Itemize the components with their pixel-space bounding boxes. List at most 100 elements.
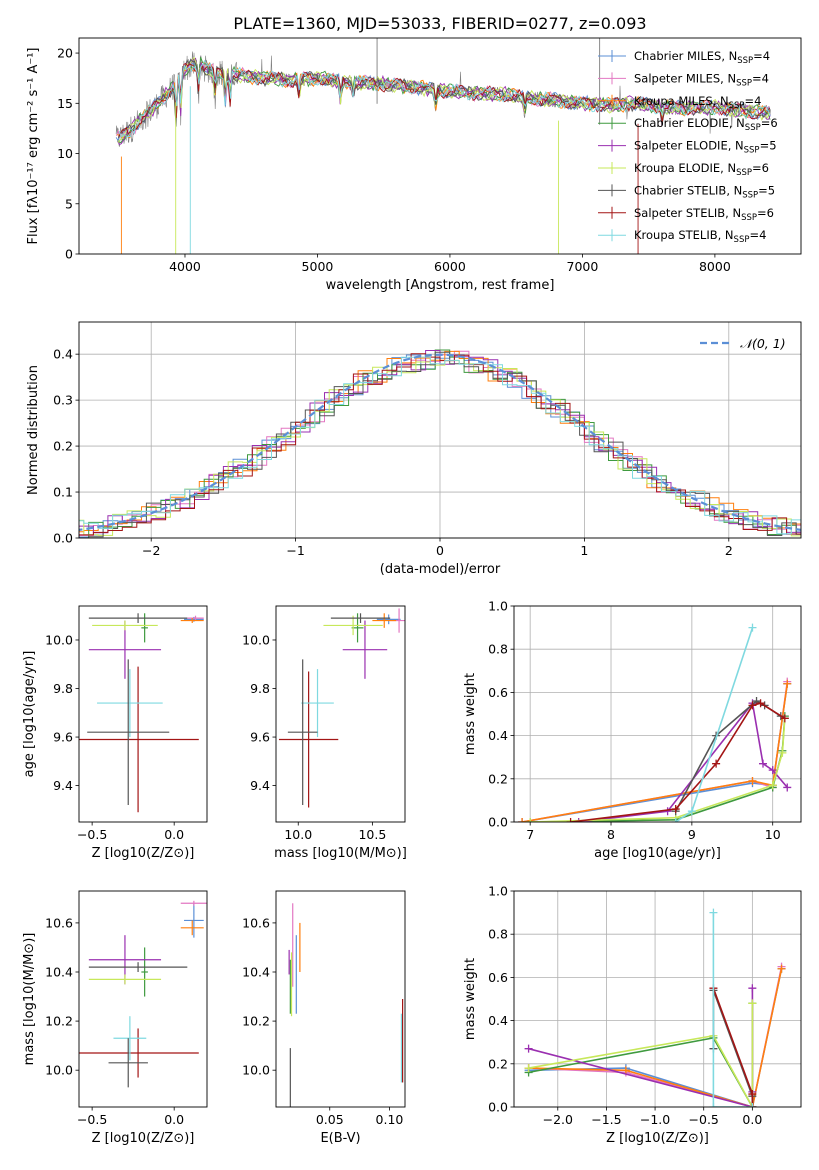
y-axis-label: Flux [fλ10⁻¹⁷ erg cm⁻² s⁻¹ A⁻¹] — [26, 48, 41, 245]
x-tick-label: −2.0 — [543, 1112, 573, 1127]
legend-entry: 𝒩(0, 1) — [740, 336, 786, 351]
y-tick-label: 5 — [65, 196, 73, 211]
errorbar-point-kroupa-elodie — [323, 615, 383, 636]
mass-vs-EBV-axes-frame — [275, 890, 406, 1108]
y-tick-label: 1.0 — [488, 599, 508, 614]
y-tick-label: 0.4 — [488, 1013, 508, 1028]
x-axis-label: Z [log10(Z/Z⊙)] — [92, 846, 195, 861]
errorbar-point-salpeter-stelib — [79, 1028, 199, 1078]
weight-vs-age-axes-frame — [513, 605, 802, 823]
weight-marker — [687, 807, 696, 816]
normal-curve — [79, 353, 801, 532]
y-tick-label: 0.4 — [53, 347, 73, 362]
y-tick-label: 0.4 — [488, 728, 508, 743]
weight-vs-age-panel: 7 8 9 10 0.0 0.2 0.4 0.6 0.8 1.0 age [log10(age/yr… — [463, 599, 802, 861]
weight-marker — [777, 964, 786, 973]
mass-vs-EBV-panel: 0.05 0.10 10.0 10.2 10.4 10.6 E(B-V) — [242, 890, 406, 1146]
x-tick-label: −2 — [142, 543, 160, 558]
x-axis-label: age [log10(age/yr)] — [594, 846, 721, 861]
x-tick-label: −1.5 — [591, 1112, 621, 1127]
y-tick-label: 0.3 — [53, 393, 73, 408]
weight-marker — [709, 908, 718, 917]
x-tick-label: 0.0 — [164, 827, 184, 842]
y-axis-label: Normed distribution — [26, 365, 41, 495]
errorbar-point-chabrier-stelib — [88, 613, 188, 623]
weight-marker — [748, 999, 757, 1008]
weight-marker — [768, 766, 777, 775]
errorbar-point-kroupa-miles — [180, 618, 204, 623]
weight-marker — [663, 807, 672, 816]
y-tick-label: 10.0 — [242, 632, 270, 647]
legend-entry: Salpeter MILES, NSSP=4 — [634, 71, 769, 88]
weight-line-salpeter-stelib — [570, 702, 786, 822]
weight-marker — [709, 1103, 718, 1107]
age-vs-mass-axes-frame — [275, 605, 406, 823]
x-tick-label: 10 — [765, 827, 781, 842]
x-tick-label: 10.5 — [358, 827, 386, 842]
errorbar-point-chabrier-elodie — [141, 947, 148, 997]
model-spectrum-salpeter-stelib — [118, 63, 771, 137]
histogram-salpeter-stelib — [79, 353, 801, 537]
weight-marker — [524, 1044, 533, 1053]
age-vs-mass-plot-area — [278, 608, 405, 808]
x-tick-label: 5000 — [302, 259, 334, 274]
legend-entry: Salpeter STELIB, NSSP=6 — [634, 206, 774, 223]
weight-vs-Z-axes-frame — [513, 890, 802, 1108]
x-tick-label: −1.0 — [640, 1112, 670, 1127]
y-tick-label: 0.0 — [53, 531, 73, 546]
y-tick-label: 10.4 — [242, 965, 270, 980]
weight-marker — [524, 1064, 533, 1073]
residual-plot-area — [79, 349, 801, 538]
errorbar-point-kroupa-elodie — [92, 620, 158, 631]
y-tick-label: 1.0 — [488, 884, 508, 899]
weight-marker — [621, 1066, 630, 1075]
x-tick-label: 7000 — [567, 259, 599, 274]
weight-marker — [574, 818, 583, 822]
x-axis-label: E(B-V) — [320, 1131, 360, 1146]
spectrum-legend: Chabrier MILES, NSSP=4 Salpeter MILES, NS… — [598, 49, 778, 245]
x-axis-label: Z [log10(Z/Z⊙)] — [606, 1131, 709, 1146]
x-tick-label: 8 — [607, 827, 615, 842]
errorbar-point-salpeter-miles — [180, 900, 207, 906]
weight-line-kroupa-miles — [521, 683, 789, 822]
y-tick-label: 15 — [57, 96, 73, 111]
x-tick-label: −1 — [286, 543, 304, 558]
y-axis-label: mass [log10(M/M⊙)] — [22, 933, 37, 1066]
y-tick-label: 10.6 — [242, 915, 270, 930]
histogram-kroupa-stelib — [79, 356, 801, 535]
x-tick-label: 0.0 — [742, 1112, 762, 1127]
x-tick-label: 10.0 — [284, 827, 312, 842]
weight-line-chabrier-miles — [521, 683, 789, 822]
errorbar-point-chabrier-stelib — [87, 659, 170, 806]
y-tick-label: 0.8 — [488, 927, 508, 942]
y-axis-label: mass weight — [463, 673, 478, 755]
y-tick-label: 0 — [65, 247, 73, 262]
weight-marker — [671, 818, 680, 822]
spectrum-axes-frame — [78, 37, 802, 255]
errorbar-point-chabrier-stelib — [88, 962, 188, 972]
errorbar-point-salpeter-elodie — [342, 620, 388, 679]
y-tick-label: 9.8 — [250, 681, 270, 696]
y-tick-label: 9.4 — [53, 778, 73, 793]
y-tick-label: 0.1 — [53, 485, 73, 500]
residual-panel: −2 −1 0 1 2 0.0 0.1 0.2 0.3 0.4 (data-model)/error… — [26, 321, 802, 577]
y-tick-label: 10 — [57, 146, 73, 161]
weight-marker — [748, 1090, 757, 1099]
legend-entry: Kroupa STELIB, NSSP=4 — [634, 228, 766, 245]
y-tick-label: 20 — [57, 46, 73, 61]
x-axis-label: (data-model)/error — [380, 562, 501, 577]
y-tick-label: 9.6 — [53, 730, 73, 745]
weight-marker — [759, 759, 768, 768]
model-spectrum-kroupa-stelib — [118, 59, 771, 138]
legend-entry: Kroupa MILES, NSSP=4 — [634, 94, 761, 111]
y-tick-label: 0.0 — [488, 1100, 508, 1115]
weight-line-kroupa-miles — [528, 968, 783, 1107]
weight-marker — [748, 701, 757, 710]
mass-vs-EBV-plot-area — [288, 903, 404, 1107]
y-tick-label: 0.0 — [488, 815, 508, 830]
weight-marker — [748, 1103, 757, 1107]
errorbar-point-salpeter-miles — [187, 615, 204, 621]
x-tick-label: 7 — [526, 827, 534, 842]
weight-marker — [748, 623, 757, 632]
